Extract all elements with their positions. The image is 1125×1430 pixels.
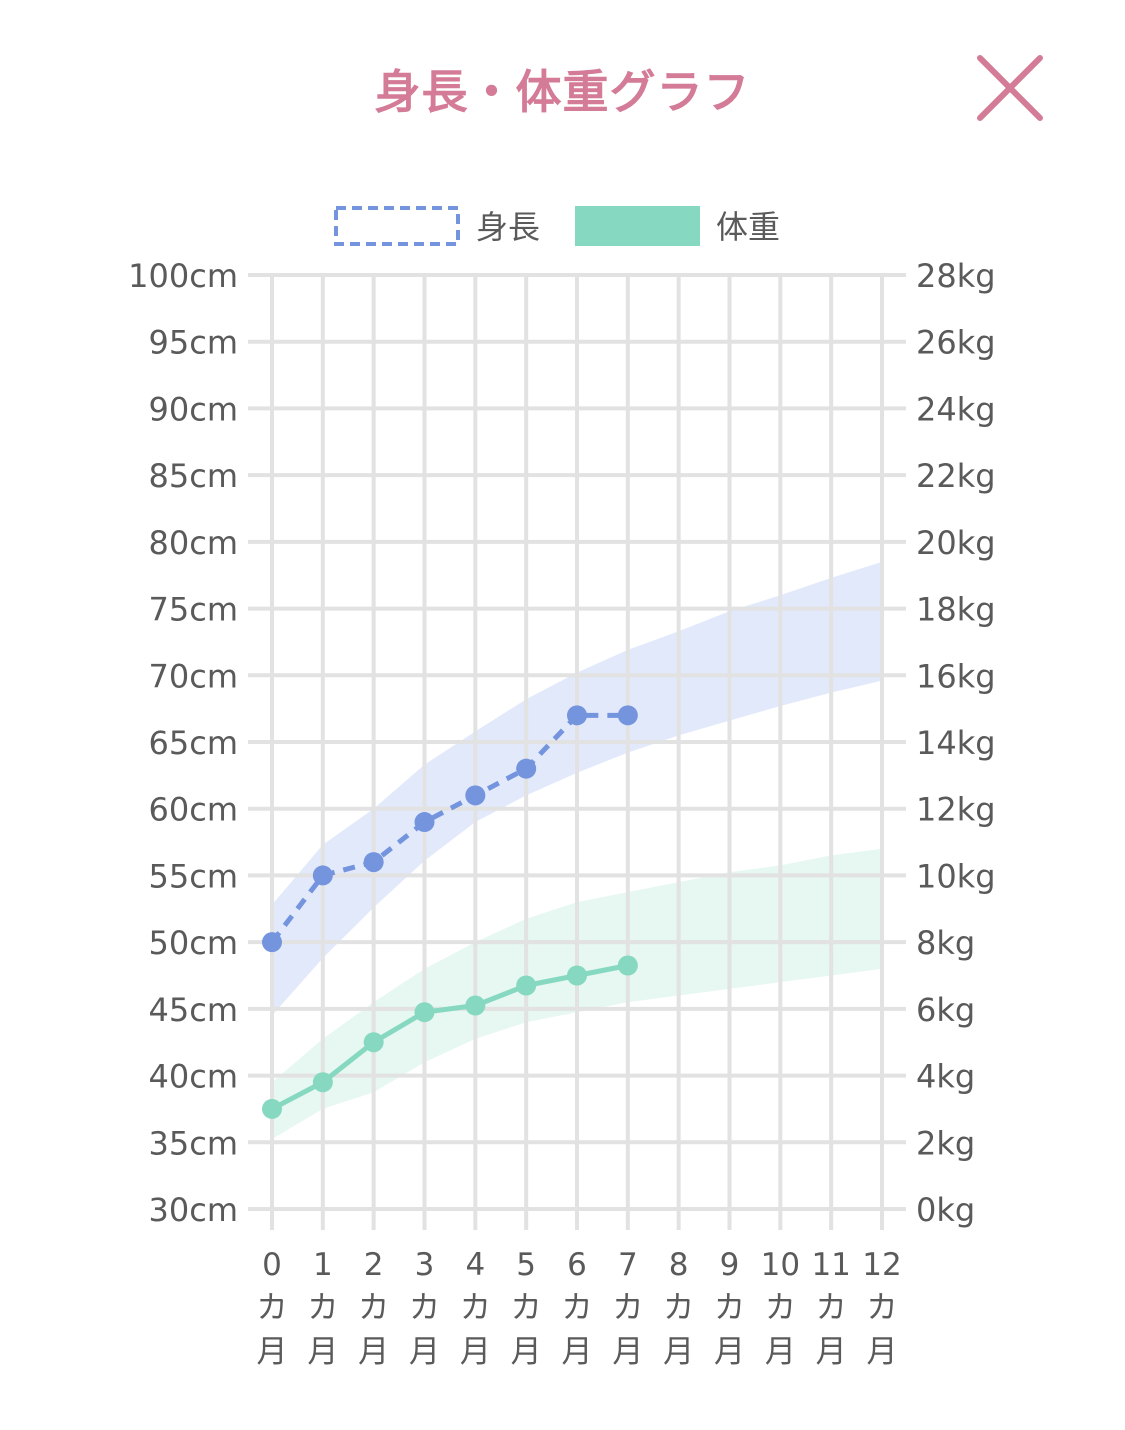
weight-data-point bbox=[312, 1072, 333, 1093]
height-data-point bbox=[414, 812, 435, 833]
y-right-tick-label: 20kg bbox=[916, 524, 996, 562]
y-right-tick-label: 2kg bbox=[916, 1124, 975, 1162]
y-right-tick-label: 22kg bbox=[916, 457, 996, 495]
x-tick-label: カ bbox=[663, 1290, 694, 1326]
x-tick-label: カ bbox=[765, 1290, 796, 1326]
y-left-tick-label: 65cm bbox=[149, 724, 238, 762]
x-tick-label: 9 bbox=[720, 1247, 740, 1283]
weight-data-point bbox=[262, 1098, 282, 1119]
y-right-tick-label: 18kg bbox=[916, 591, 996, 629]
y-right-tick-label: 0kg bbox=[916, 1191, 975, 1229]
x-tick-label: カ bbox=[358, 1290, 389, 1326]
y-left-tick-label: 55cm bbox=[149, 857, 238, 895]
y-left-tick-label: 40cm bbox=[149, 1058, 238, 1096]
height-data-point bbox=[567, 705, 587, 726]
x-tick-label: 10 bbox=[761, 1247, 800, 1283]
x-tick-label: 月 bbox=[663, 1334, 694, 1370]
legend-swatch-height bbox=[334, 206, 460, 246]
x-tick-label: カ bbox=[612, 1290, 643, 1326]
x-tick-label: カ bbox=[460, 1290, 491, 1326]
y-right-tick-label: 12kg bbox=[916, 791, 996, 829]
y-right-tick-label: 6kg bbox=[916, 991, 975, 1029]
y-left-tick-label: 30cm bbox=[149, 1191, 238, 1229]
x-tick-label: カ bbox=[307, 1290, 338, 1326]
x-tick-label: 月 bbox=[409, 1334, 440, 1370]
y-left-tick-label: 85cm bbox=[149, 457, 238, 495]
x-tick-label: 12 bbox=[862, 1247, 901, 1283]
close-button[interactable] bbox=[970, 50, 1050, 130]
x-tick-label: カ bbox=[562, 1290, 593, 1326]
x-tick-label: 月 bbox=[358, 1334, 389, 1370]
x-tick-label: カ bbox=[409, 1290, 440, 1326]
x-tick-label: 月 bbox=[460, 1334, 491, 1370]
x-tick-label: カ bbox=[867, 1290, 898, 1326]
y-right-tick-label: 8kg bbox=[916, 924, 975, 962]
x-tick-label: 月 bbox=[816, 1334, 847, 1370]
x-tick-label: 8 bbox=[669, 1247, 689, 1283]
close-icon bbox=[977, 55, 1043, 121]
y-right-tick-label: 10kg bbox=[916, 857, 996, 895]
x-tick-label: 月 bbox=[307, 1334, 338, 1370]
x-tick-label: 4 bbox=[465, 1247, 485, 1283]
x-tick-label: カ bbox=[714, 1290, 745, 1326]
x-tick-label: 3 bbox=[415, 1247, 435, 1283]
x-tick-label: 月 bbox=[257, 1334, 288, 1370]
height-data-point bbox=[516, 758, 537, 779]
x-tick-label: 7 bbox=[618, 1247, 638, 1283]
height-data-point bbox=[465, 785, 486, 806]
y-left-tick-label: 100cm bbox=[128, 257, 238, 295]
x-tick-label: 月 bbox=[562, 1334, 593, 1370]
x-tick-label: 月 bbox=[714, 1334, 745, 1370]
legend-label-weight: 体重 bbox=[716, 208, 780, 246]
page-title: 身長・体重グラフ bbox=[374, 65, 751, 119]
height-data-point bbox=[312, 865, 333, 886]
chart-legend: 身長 体重 bbox=[334, 206, 780, 246]
legend-swatch-weight bbox=[575, 206, 700, 246]
y-right-tick-label: 16kg bbox=[916, 657, 996, 695]
y-right-tick-label: 4kg bbox=[916, 1058, 975, 1096]
height-data-point bbox=[617, 705, 638, 726]
x-tick-label: 1 bbox=[313, 1247, 333, 1283]
y-left-tick-label: 45cm bbox=[149, 991, 238, 1029]
y-right-tick-label: 26kg bbox=[916, 324, 996, 362]
weight-data-point bbox=[617, 955, 638, 976]
y-left-tick-label: 50cm bbox=[149, 924, 238, 962]
y-right-tick-label: 24kg bbox=[916, 390, 996, 428]
y-right-tick-label: 28kg bbox=[916, 257, 996, 295]
x-tick-label: 0 bbox=[262, 1247, 282, 1283]
y-left-tick-label: 75cm bbox=[149, 591, 238, 629]
x-tick-label: 月 bbox=[867, 1334, 898, 1370]
x-tick-label: 2 bbox=[364, 1247, 384, 1283]
weight-data-point bbox=[363, 1032, 384, 1053]
y-left-tick-label: 90cm bbox=[149, 390, 238, 428]
weight-data-point bbox=[516, 975, 537, 996]
y-left-tick-label: 35cm bbox=[149, 1124, 238, 1162]
y-left-tick-label: 70cm bbox=[149, 657, 238, 695]
height-data-point bbox=[262, 932, 282, 953]
x-tick-label: カ bbox=[816, 1290, 847, 1326]
y-left-tick-label: 60cm bbox=[149, 791, 238, 829]
weight-data-point bbox=[465, 995, 486, 1016]
x-tick-label: 月 bbox=[765, 1334, 796, 1370]
x-tick-label: 月 bbox=[511, 1334, 542, 1370]
x-tick-label: 5 bbox=[516, 1247, 536, 1283]
x-tick-label: カ bbox=[511, 1290, 542, 1326]
x-tick-label: 月 bbox=[612, 1334, 643, 1370]
weight-data-point bbox=[567, 965, 587, 986]
header: 身長・体重グラフ bbox=[0, 0, 1125, 180]
y-left-tick-label: 80cm bbox=[149, 524, 238, 562]
x-tick-label: カ bbox=[257, 1290, 288, 1326]
height-data-point bbox=[363, 852, 384, 873]
y-right-tick-label: 14kg bbox=[916, 724, 996, 762]
legend-label-height: 身長 bbox=[476, 208, 540, 246]
y-left-tick-label: 95cm bbox=[149, 324, 238, 362]
x-tick-label: 11 bbox=[811, 1247, 850, 1283]
weight-data-point bbox=[414, 1002, 435, 1023]
x-tick-label: 6 bbox=[567, 1247, 587, 1283]
